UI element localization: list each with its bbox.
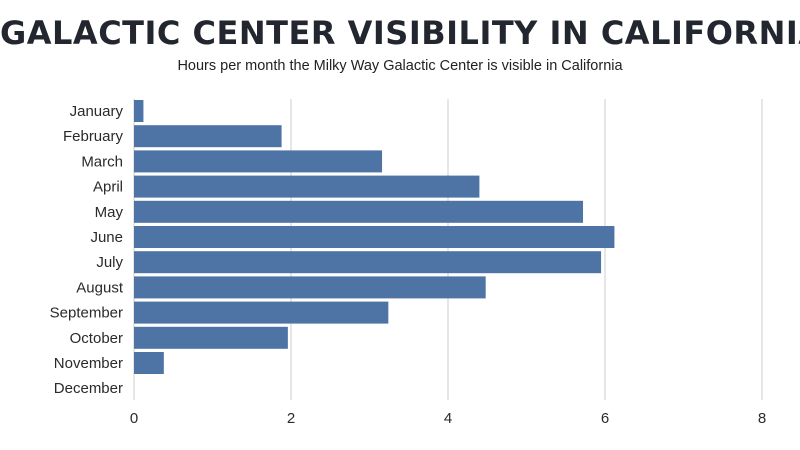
category-label: January [70,103,124,120]
x-tick-label: 6 [601,410,609,427]
bar-september [134,301,389,324]
category-label: March [81,153,123,170]
category-label: December [54,380,123,397]
category-label: September [50,305,123,322]
bar-january [134,100,144,122]
bar-october [134,326,288,349]
category-label: October [70,330,123,347]
x-tick-label: 2 [287,410,295,427]
bar-march [134,150,383,173]
x-tick-labels: 0 2 4 6 8 [130,410,766,427]
category-label: August [76,279,124,296]
bar-april [134,175,480,198]
category-label: November [54,355,123,372]
category-label: April [93,179,123,196]
x-tick-label: 0 [130,410,138,427]
bar-july [134,251,602,274]
x-tick-label: 4 [444,410,452,427]
category-label: February [63,128,124,145]
bar-february [134,125,282,148]
bar-august [134,276,486,299]
gridlines [133,99,763,400]
category-label: July [96,254,123,271]
category-label: June [90,229,123,246]
category-labels: January February March April May June July Augu… [50,103,124,397]
chart-subtitle: Hours per month the Milky Way Galactic C… [177,58,623,74]
category-label: May [95,204,124,221]
bar-may [134,200,584,223]
bars [134,100,615,374]
x-tick-label: 8 [758,410,766,427]
bar-november [134,352,164,374]
chart-title: GALACTIC CENTER VISIBILITY IN CALIFORNIA [0,14,800,52]
bar-june [134,226,615,248]
